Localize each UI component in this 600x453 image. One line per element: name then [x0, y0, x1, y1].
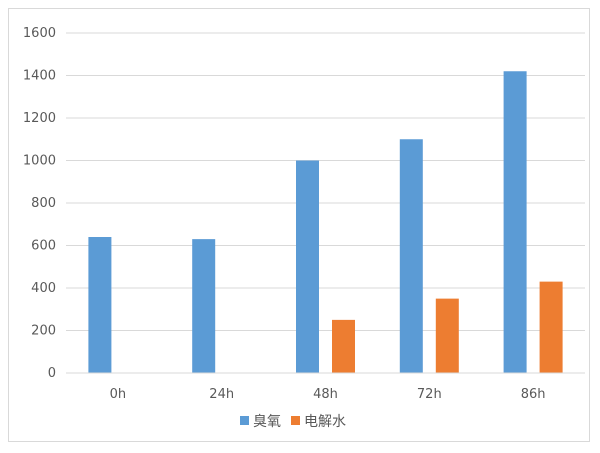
bar-ozone-24h — [192, 239, 216, 373]
legend-label-electrolyzed-water: 电解水 — [304, 414, 346, 430]
x-axis-tick-labels: 0h 24h 48h 72h 86h — [110, 387, 546, 402]
legend-swatch-electrolyzed-water — [291, 416, 300, 425]
bar-ozone-48h — [296, 160, 319, 373]
bar-electrolyzed-water-48h — [332, 319, 355, 373]
y-tick-label: 1400 — [23, 69, 56, 84]
x-tick-label: 0h — [110, 387, 127, 402]
y-axis-tick-labels: 0 200 400 600 800 1000 1200 1400 1600 — [23, 26, 56, 381]
x-tick-label: 48h — [313, 387, 338, 402]
y-tick-label: 1600 — [23, 26, 56, 41]
y-tick-label: 0 — [48, 366, 56, 381]
grid-lines — [66, 32, 585, 331]
x-tick-label: 24h — [209, 387, 234, 402]
bar-electrolyzed-water-72h — [435, 298, 459, 373]
bar-ozone-86h — [503, 71, 527, 373]
x-tick-label: 86h — [521, 387, 546, 402]
legend-label-ozone: 臭氧 — [253, 414, 281, 430]
y-tick-label: 400 — [31, 281, 56, 296]
x-tick-label: 72h — [417, 387, 442, 402]
y-tick-label: 800 — [31, 196, 56, 211]
y-tick-label: 1000 — [23, 154, 56, 169]
y-tick-label: 600 — [31, 239, 56, 254]
bar-electrolyzed-water-86h — [539, 281, 563, 373]
bar-ozone-0h — [88, 237, 112, 373]
y-tick-label: 200 — [31, 324, 56, 339]
bar-ozone-72h — [399, 139, 423, 373]
y-tick-label: 1200 — [23, 111, 56, 126]
legend-swatch-ozone — [240, 416, 249, 425]
bars — [88, 71, 563, 373]
legend: 臭氧 电解水 — [240, 414, 346, 430]
